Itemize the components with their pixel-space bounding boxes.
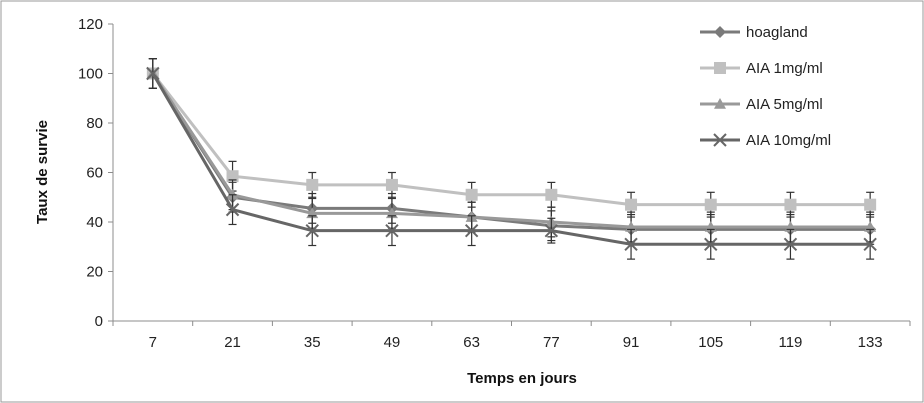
legend-item: AIA 5mg/ml <box>700 96 823 113</box>
x-tick-label: 63 <box>463 334 480 351</box>
data-point <box>864 198 877 211</box>
data-point <box>306 178 319 191</box>
series-4 <box>146 58 877 260</box>
data-point <box>146 66 160 81</box>
y-tick-label: 60 <box>86 165 103 182</box>
axes: 0 20 40 60 80 100 120 7 21 35 49 63 77 91 105 119 133 <box>78 16 911 351</box>
data-point <box>464 223 479 238</box>
x-tick-label: 77 <box>543 334 560 351</box>
data-point <box>624 237 638 251</box>
legend-item: hoagland <box>700 24 808 41</box>
series-line <box>151 72 871 229</box>
data-point <box>714 26 726 38</box>
data-point-stroke <box>544 223 559 238</box>
data-point-stroke <box>464 223 479 238</box>
data-point-stroke <box>863 237 877 251</box>
y-tick-label: 20 <box>86 264 103 281</box>
data-point-stroke <box>704 237 718 251</box>
legend-label: AIA 10mg/ml <box>746 132 831 149</box>
y-tick-label: 100 <box>78 66 103 83</box>
data-point-stroke <box>225 202 240 217</box>
legend-item: AIA 1mg/ml <box>700 60 823 77</box>
x-tick-label: 105 <box>698 334 723 351</box>
legend-label: AIA 1mg/ml <box>746 60 823 77</box>
data-point <box>784 198 797 211</box>
data-point <box>713 133 727 147</box>
x-tick-label: 35 <box>304 334 321 351</box>
data-point <box>385 178 398 191</box>
legend-item: AIA 10mg/ml <box>700 132 831 149</box>
data-point <box>704 237 718 251</box>
data-point <box>625 198 638 211</box>
data-point <box>385 223 399 238</box>
x-tick-label: 49 <box>384 334 401 351</box>
y-tick-label: 120 <box>78 16 103 33</box>
data-point <box>863 237 877 251</box>
series-line <box>151 72 871 246</box>
data-point-stroke <box>305 223 319 238</box>
x-tick-label: 21 <box>224 334 241 351</box>
data-point <box>226 170 239 183</box>
y-axis-title: Taux de survie <box>34 120 51 224</box>
data-point-stroke <box>783 237 798 251</box>
data-point <box>704 198 717 211</box>
data-point <box>225 202 240 217</box>
data-point-stroke <box>713 133 727 147</box>
y-tick-label: 0 <box>95 313 103 330</box>
data-point-stroke <box>624 237 638 251</box>
x-tick-label: 7 <box>149 334 157 351</box>
data-point-stroke <box>385 223 399 238</box>
x-tick-label: 133 <box>858 334 883 351</box>
data-point <box>465 188 478 201</box>
data-point <box>783 237 798 251</box>
data-point <box>545 188 558 201</box>
series-line <box>151 72 871 207</box>
data-point-stroke <box>146 66 160 81</box>
data-point <box>544 223 559 238</box>
data-point <box>714 62 726 74</box>
legend: hoagland AIA 1mg/ml AIA 5mg/ml AIA 10mg/ml <box>700 24 831 149</box>
legend-label: AIA 5mg/ml <box>746 96 823 113</box>
x-tick-label: 91 <box>623 334 640 351</box>
x-tick-label: 119 <box>778 334 802 351</box>
y-tick-label: 40 <box>86 214 103 231</box>
legend-label: hoagland <box>746 24 808 41</box>
x-axis-title: Temps en jours <box>467 370 577 387</box>
data-point <box>305 223 319 238</box>
y-tick-label: 80 <box>86 115 103 132</box>
data-point <box>714 98 726 109</box>
series-layer <box>146 58 877 260</box>
